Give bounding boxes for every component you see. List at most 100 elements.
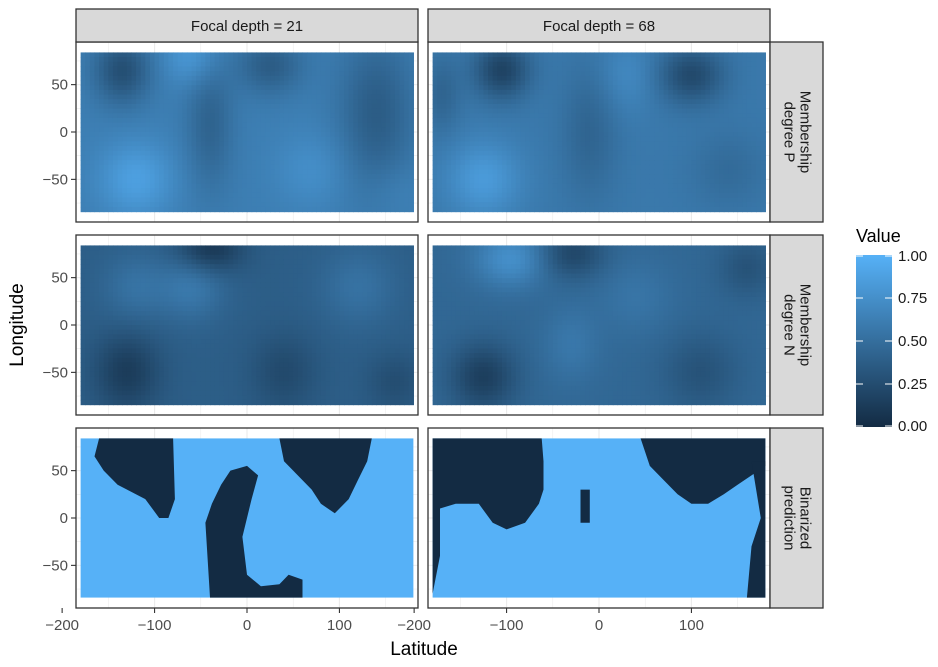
heatmap-cell <box>409 160 414 165</box>
heatmap-cell <box>182 155 187 160</box>
heatmap-cell <box>108 123 113 128</box>
heatmap-cell <box>576 174 581 179</box>
heatmap-cell <box>312 95 317 100</box>
heatmap-cell <box>701 104 706 109</box>
heatmap-cell <box>673 183 678 188</box>
heatmap-cell <box>470 165 475 170</box>
heatmap-cell <box>733 62 738 67</box>
heatmap-cell <box>696 66 701 71</box>
heatmap-cell <box>433 165 438 170</box>
heatmap-cell <box>483 169 488 174</box>
heatmap-cell <box>284 66 289 71</box>
heatmap-cell <box>256 104 261 109</box>
heatmap-cell <box>395 71 400 76</box>
heatmap-cell <box>520 188 525 193</box>
heatmap-cell <box>701 66 706 71</box>
heatmap-cell <box>719 183 724 188</box>
heatmap-cell <box>460 95 465 100</box>
heatmap-cell <box>483 160 488 165</box>
heatmap-cell <box>335 52 340 57</box>
heatmap-cell <box>557 193 562 198</box>
heatmap-cell <box>576 193 581 198</box>
heatmap-cell <box>122 183 127 188</box>
heatmap-cell <box>131 95 136 100</box>
heatmap-cell <box>275 109 280 114</box>
heatmap-cell <box>733 179 738 184</box>
heatmap-cell <box>335 207 340 212</box>
heatmap-cell <box>557 202 562 207</box>
heatmap-cell <box>715 81 720 86</box>
heatmap-cell <box>590 90 595 95</box>
heatmap-cell <box>400 99 405 104</box>
heatmap-cell <box>581 85 586 90</box>
heatmap-cell <box>654 66 659 71</box>
heatmap-cell <box>437 118 442 123</box>
heatmap-cell <box>279 141 284 146</box>
heatmap-cell <box>205 202 210 207</box>
heatmap-cell <box>205 52 210 57</box>
heatmap-cell <box>539 95 544 100</box>
heatmap-cell <box>752 160 757 165</box>
heatmap-cell <box>312 202 317 207</box>
heatmap-cell <box>710 174 715 179</box>
heatmap-cell <box>641 183 646 188</box>
heatmap-cell <box>256 151 261 156</box>
heatmap-cell <box>613 104 618 109</box>
heatmap-cell <box>363 62 368 67</box>
heatmap-cell <box>242 52 247 57</box>
heatmap-cell <box>645 198 650 203</box>
heatmap-cell <box>205 123 210 128</box>
heatmap-cell <box>307 188 312 193</box>
heatmap-cell <box>687 57 692 62</box>
heatmap-cell <box>210 179 215 184</box>
heatmap-cell <box>553 174 558 179</box>
heatmap-cell <box>233 188 238 193</box>
heatmap-cell <box>141 109 146 114</box>
heatmap-cell <box>367 81 372 86</box>
heatmap-cell <box>442 81 447 86</box>
heatmap-cell <box>400 62 405 67</box>
heatmap-cell <box>284 193 289 198</box>
heatmap-cell <box>326 90 331 95</box>
heatmap-cell <box>627 202 632 207</box>
heatmap-cell <box>715 57 720 62</box>
heatmap-cell <box>141 169 146 174</box>
heatmap-cell <box>608 137 613 142</box>
heatmap-cell <box>530 76 535 81</box>
heatmap-cell <box>724 109 729 114</box>
heatmap-cell <box>219 188 224 193</box>
heatmap-cell <box>696 151 701 156</box>
heatmap-cell <box>344 118 349 123</box>
heatmap-cell <box>159 127 164 132</box>
heatmap-cell <box>113 81 118 86</box>
heatmap-cell <box>613 193 618 198</box>
heatmap-cell <box>127 160 132 165</box>
heatmap-cell <box>99 104 104 109</box>
heatmap-cell <box>613 71 618 76</box>
heatmap-cell <box>742 71 747 76</box>
heatmap-cell <box>247 62 252 67</box>
heatmap-cell <box>608 99 613 104</box>
heatmap-cell <box>576 137 581 142</box>
heatmap-cell <box>710 57 715 62</box>
heatmap-cell <box>585 99 590 104</box>
heatmap-cell <box>256 81 261 86</box>
heatmap-cell <box>150 169 155 174</box>
heatmap-cell <box>192 113 197 118</box>
heatmap-cell <box>104 57 109 62</box>
heatmap-cell <box>654 62 659 67</box>
heatmap-cell <box>534 207 539 212</box>
heatmap-cell <box>705 207 710 212</box>
heatmap-cell <box>483 66 488 71</box>
heatmap-cell <box>557 198 562 203</box>
heatmap-cell <box>571 188 576 193</box>
heatmap-cell <box>409 127 414 132</box>
heatmap-cell <box>293 169 298 174</box>
heatmap-cell <box>557 169 562 174</box>
heatmap-cell <box>187 188 192 193</box>
heatmap-cell <box>451 52 456 57</box>
heatmap-cell <box>534 198 539 203</box>
heatmap-cell <box>465 146 470 151</box>
heatmap-cell <box>344 198 349 203</box>
heatmap-cell <box>289 207 294 212</box>
